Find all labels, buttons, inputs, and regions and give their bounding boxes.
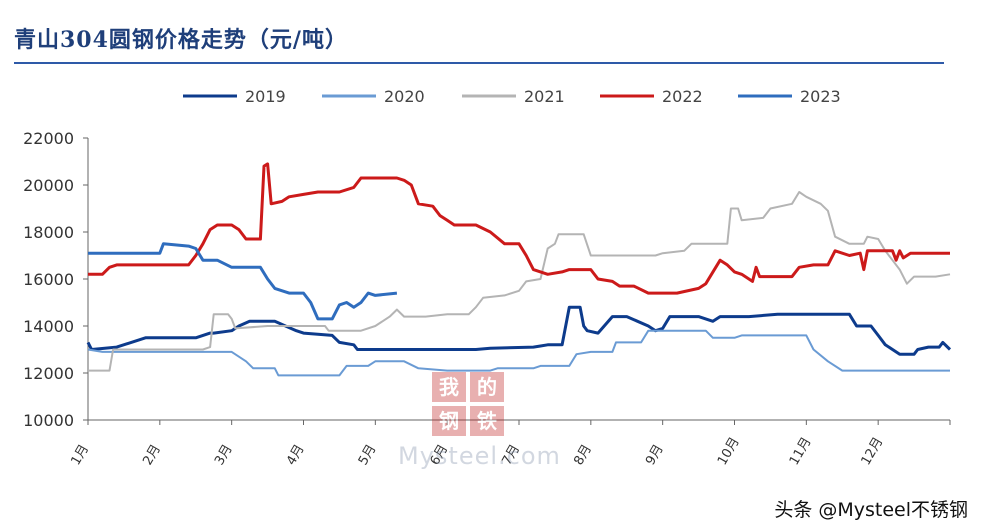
legend-label: 2022 xyxy=(662,87,703,106)
watermark-cell: 钢 xyxy=(432,406,466,436)
x-tick-label: 5月 xyxy=(356,442,380,468)
mysteel-watermark: 我 的 钢 铁 Mysteel.com xyxy=(388,372,578,472)
series-line-2023 xyxy=(88,242,398,321)
x-tick-label: 4月 xyxy=(284,442,308,468)
y-tick-label: 20000 xyxy=(23,176,74,195)
series-line-2021 xyxy=(88,191,951,372)
x-tick-label: 10月 xyxy=(715,435,743,468)
series-line-2019 xyxy=(86,305,952,356)
x-tick-label: 3月 xyxy=(212,442,236,468)
watermark-text: Mysteel.com xyxy=(398,442,561,470)
watermark-cell: 我 xyxy=(432,372,466,402)
watermark-cell: 铁 xyxy=(470,406,504,436)
y-tick-label: 10000 xyxy=(23,411,74,430)
legend-label: 2021 xyxy=(524,87,565,106)
y-tick-label: 16000 xyxy=(23,270,74,289)
legend-label: 2020 xyxy=(384,87,425,106)
legend-label: 2019 xyxy=(245,87,286,106)
x-tick-label: 1月 xyxy=(68,442,92,468)
x-tick-label: 2月 xyxy=(140,442,164,468)
title-underline xyxy=(14,62,944,64)
footer-credit: 头条 @Mysteel不锈钢 xyxy=(774,499,968,521)
chart-title: 青山304圆钢价格走势（元/吨） xyxy=(14,27,348,53)
series-line-2022 xyxy=(88,162,950,295)
watermark-cell: 的 xyxy=(470,372,504,402)
x-tick-label: 9月 xyxy=(643,442,667,468)
y-tick-label: 12000 xyxy=(23,364,74,383)
legend-label: 2023 xyxy=(800,87,841,106)
y-tick-label: 14000 xyxy=(23,317,74,336)
series-line-2020 xyxy=(87,329,950,377)
y-tick-label: 18000 xyxy=(23,223,74,242)
x-tick-label: 11月 xyxy=(787,435,815,468)
x-tick-label: 12月 xyxy=(859,435,887,468)
y-tick-label: 22000 xyxy=(23,129,74,148)
watermark-logo: 我 的 钢 铁 xyxy=(432,372,506,438)
